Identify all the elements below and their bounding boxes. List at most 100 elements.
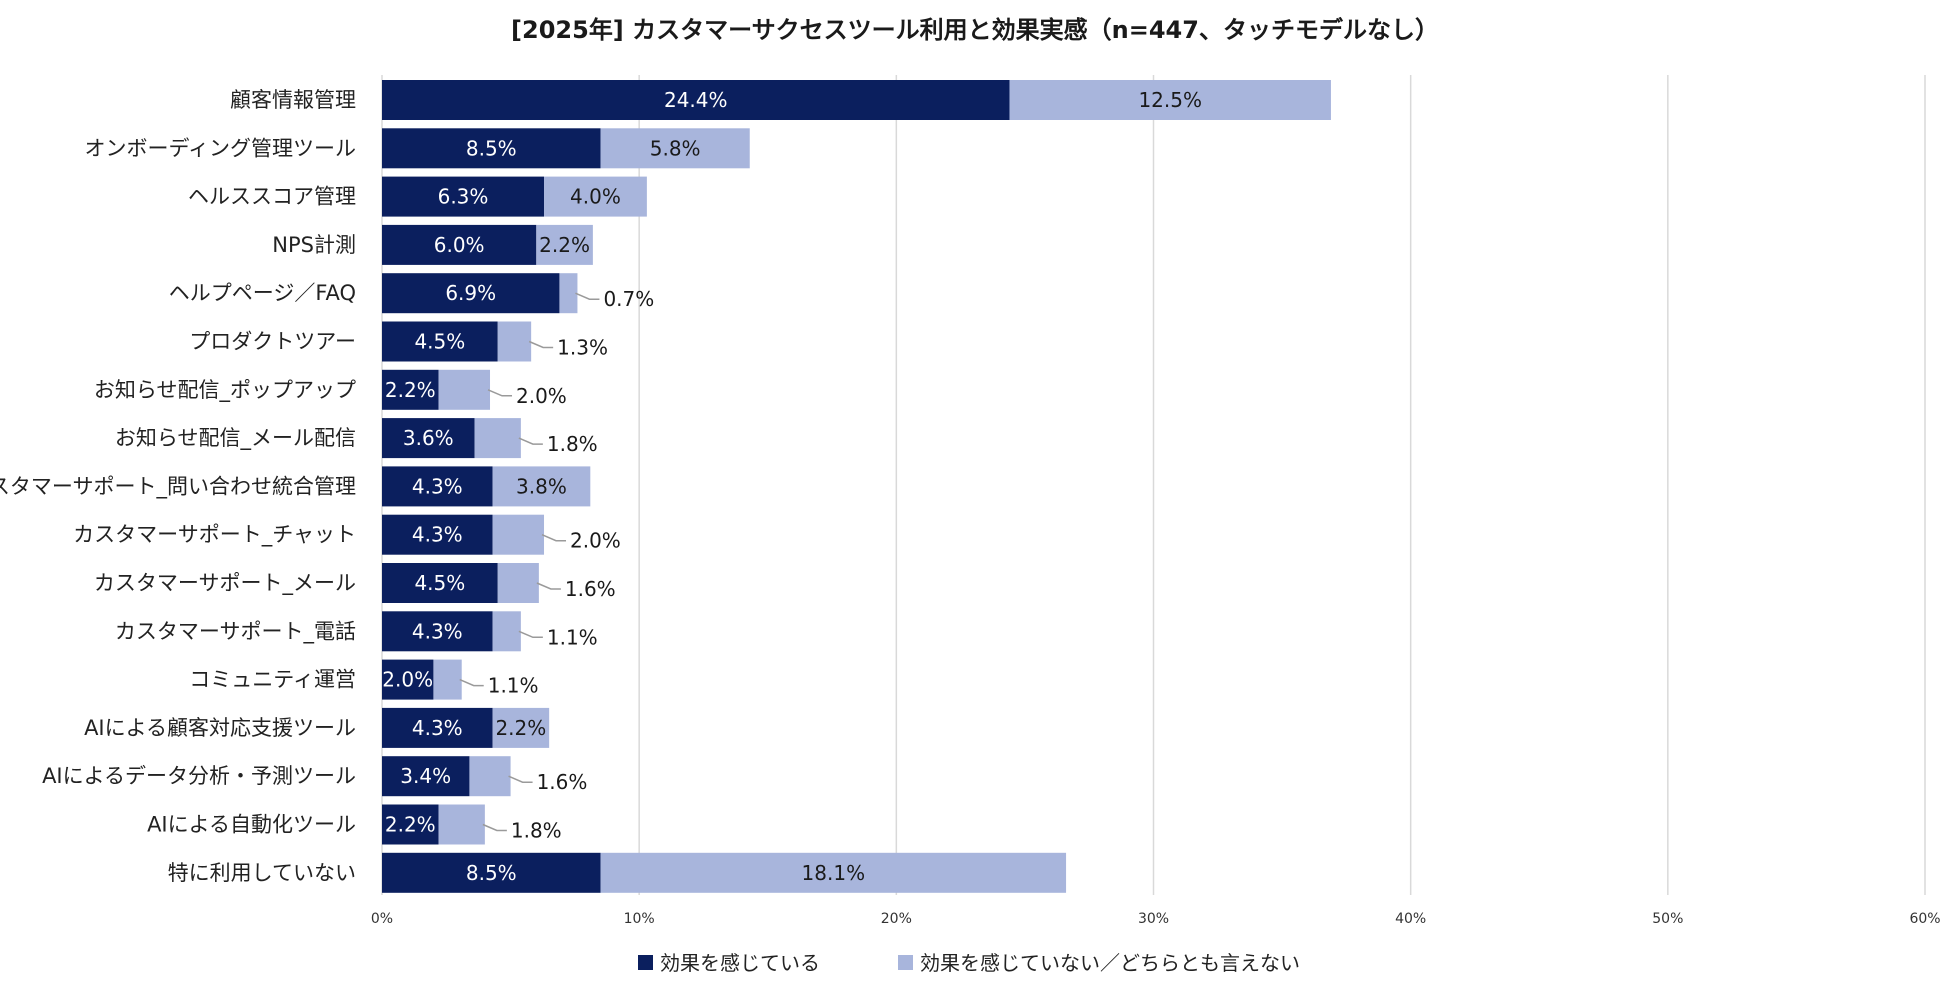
category-label: AIによる顧客対応支援ツール — [84, 716, 356, 740]
data-label-effective: 3.6% — [403, 426, 454, 450]
data-label-not-effective: 2.0% — [516, 384, 567, 408]
data-label-effective: 6.9% — [445, 281, 496, 305]
bar-not-effective — [559, 273, 578, 314]
leader-line — [459, 678, 484, 687]
bar-effective — [382, 321, 498, 362]
category-label: AIによるデータ分析・予測ツール — [42, 764, 356, 788]
data-label-effective: 3.4% — [400, 764, 451, 788]
bar-not-effective — [1009, 80, 1331, 120]
leader-line — [482, 823, 507, 832]
data-label-not-effective: 1.8% — [547, 432, 598, 456]
bar-not-effective — [544, 176, 647, 217]
data-label-effective: 2.0% — [382, 668, 433, 692]
legend[interactable]: 効果を感じている 効果を感じていない／どちらとも言えない — [638, 951, 1300, 975]
data-label-effective: 4.3% — [412, 716, 463, 740]
category-label: ヘルススコア管理 — [188, 185, 356, 209]
category-label: カスタマーサポート_問い合わせ統合管理 — [0, 474, 356, 499]
x-tick-label: 60% — [1909, 911, 1940, 927]
data-label-effective: 4.3% — [412, 619, 463, 643]
data-label-not-effective: 5.8% — [650, 136, 701, 160]
data-label-not-effective: 1.1% — [488, 674, 539, 698]
bar-not-effective — [492, 466, 591, 507]
category-label: AIによる自動化ツール — [147, 813, 356, 837]
category-label: ヘルプページ／FAQ — [169, 281, 356, 305]
data-label-not-effective: 1.6% — [565, 577, 616, 601]
data-labels: 24.4% 12.5% 8.5% 5.8% 6.3% 4.0% 6.0% 2.2% 6.9% 0.… — [382, 88, 1202, 885]
bar-not-effective — [497, 321, 532, 362]
bar-effective — [382, 707, 493, 748]
category-label: 顧客情報管理 — [230, 88, 356, 112]
bar-effective — [382, 176, 545, 217]
data-label-not-effective: 1.3% — [557, 336, 608, 360]
bar-effective — [382, 224, 537, 265]
category-label: カスタマーサポート_チャット — [73, 523, 356, 548]
bar-not-effective — [438, 804, 485, 845]
bar-not-effective — [536, 224, 593, 265]
bar-not-effective — [492, 707, 550, 748]
data-label-not-effective: 2.2% — [495, 716, 546, 740]
data-label-not-effective: 3.8% — [516, 474, 567, 498]
bar-effective — [382, 466, 493, 507]
data-label-not-effective: 12.5% — [1138, 88, 1202, 112]
data-label-effective: 4.3% — [412, 474, 463, 498]
x-tick-label: 20% — [881, 911, 912, 927]
bars — [382, 80, 1331, 893]
data-label-not-effective: 2.0% — [570, 529, 621, 553]
category-label: 特に利用していない — [168, 861, 356, 885]
bar-effective — [382, 514, 493, 555]
bar-not-effective — [474, 418, 521, 459]
leader-line — [508, 775, 533, 783]
bar-not-effective — [492, 514, 545, 555]
data-label-effective: 4.3% — [412, 523, 463, 547]
data-label-effective: 8.5% — [466, 136, 517, 160]
bar-not-effective — [600, 852, 1067, 893]
bar-not-effective — [433, 659, 462, 700]
leader-line — [575, 292, 600, 300]
bar-effective — [382, 756, 470, 797]
data-label-not-effective: 1.1% — [547, 625, 598, 649]
data-label-effective: 6.3% — [438, 185, 489, 209]
bar-effective — [382, 852, 601, 893]
chart-title: [2025年] カスタマーサクセスツール利用と効果実感（n=447、タッチモデル… — [511, 16, 1439, 44]
bar-not-effective — [492, 611, 521, 652]
leader-line — [487, 389, 513, 397]
data-label-effective: 2.2% — [385, 378, 436, 402]
x-tick-label: 50% — [1652, 911, 1683, 927]
bar-effective — [382, 804, 439, 845]
legend-swatch — [898, 955, 913, 970]
x-axis-ticks: 0% 10% 20% 30% 40% 50% 60% — [371, 911, 1941, 927]
bar-effective — [382, 659, 434, 700]
bar-effective — [382, 273, 560, 314]
bar-not-effective — [438, 369, 491, 410]
data-label-not-effective: 1.8% — [511, 819, 562, 843]
bar-not-effective — [600, 128, 750, 169]
x-tick-label: 10% — [624, 911, 655, 927]
category-label: オンボーディング管理ツール — [84, 136, 356, 160]
data-label-effective: 6.0% — [434, 233, 485, 257]
leader-line — [536, 582, 561, 590]
data-label-not-effective: 18.1% — [802, 861, 866, 885]
bar-effective — [382, 80, 1010, 120]
legend-item-not-effective[interactable]: 効果を感じていない／どちらとも言えない — [920, 951, 1300, 975]
x-tick-label: 30% — [1138, 911, 1169, 927]
x-tick-label: 40% — [1395, 911, 1426, 927]
category-label: NPS計測 — [272, 233, 356, 257]
legend-item-effective[interactable]: 効果を感じている — [660, 951, 820, 975]
bar-not-effective — [469, 756, 511, 797]
category-label: コミュニティ運営 — [189, 668, 356, 692]
data-label-effective: 2.2% — [385, 813, 436, 837]
bar-effective — [382, 611, 493, 652]
leader-line — [518, 437, 543, 445]
leader-line — [541, 534, 567, 542]
data-label-effective: 4.5% — [414, 571, 465, 595]
bar-not-effective — [497, 563, 539, 603]
category-label: お知らせ配信_メール配信 — [115, 426, 356, 451]
bar-effective — [382, 369, 439, 410]
category-label: プロダクトツアー — [189, 330, 356, 354]
bar-effective — [382, 128, 601, 169]
bar-effective — [382, 418, 475, 459]
x-tick-label: 0% — [371, 911, 393, 927]
data-label-not-effective: 2.2% — [539, 233, 590, 257]
